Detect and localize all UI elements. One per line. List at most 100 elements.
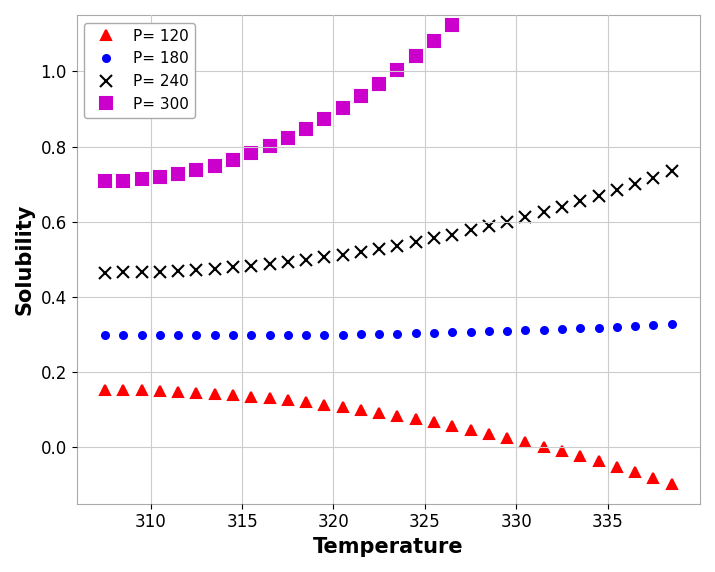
P= 180: [156, 332, 164, 339]
P= 120: [521, 439, 530, 446]
P= 240: [539, 208, 548, 215]
P= 240: [156, 268, 164, 275]
P= 300: [466, 5, 475, 11]
P= 300: [156, 174, 164, 181]
P= 300: [393, 67, 402, 74]
P= 300: [210, 162, 219, 169]
P= 180: [375, 331, 383, 337]
Legend: P= 120, P= 180, P= 240, P= 300: P= 120, P= 180, P= 240, P= 300: [84, 23, 195, 118]
P= 300: [320, 116, 329, 122]
P= 180: [667, 321, 676, 328]
P= 300: [338, 105, 347, 112]
P= 240: [649, 174, 658, 181]
P= 300: [247, 150, 255, 157]
P= 300: [229, 157, 237, 164]
P= 180: [576, 325, 585, 332]
P= 240: [503, 218, 511, 225]
P= 120: [119, 387, 127, 394]
P= 240: [265, 261, 274, 268]
P= 120: [448, 423, 457, 430]
P= 240: [576, 198, 585, 205]
P= 180: [393, 330, 402, 337]
P= 240: [338, 251, 347, 258]
P= 180: [229, 332, 237, 339]
P= 240: [485, 223, 493, 229]
P= 240: [247, 263, 255, 269]
P= 120: [137, 387, 146, 394]
P= 300: [101, 178, 109, 185]
P= 120: [265, 395, 274, 402]
P= 300: [283, 134, 292, 141]
P= 120: [156, 388, 164, 395]
P= 180: [247, 332, 255, 339]
P= 180: [411, 330, 420, 337]
P= 120: [192, 390, 201, 396]
P= 120: [558, 448, 566, 455]
P= 300: [174, 171, 182, 178]
P= 180: [485, 328, 493, 335]
P= 300: [357, 93, 365, 100]
P= 180: [466, 328, 475, 335]
P= 240: [302, 256, 310, 263]
P= 300: [411, 53, 420, 59]
P= 240: [357, 248, 365, 255]
P= 240: [466, 227, 475, 234]
P= 240: [229, 264, 237, 271]
P= 240: [119, 269, 127, 276]
P= 240: [283, 259, 292, 265]
P= 180: [283, 332, 292, 339]
P= 120: [283, 397, 292, 404]
P= 120: [649, 474, 658, 481]
P= 180: [521, 327, 530, 333]
P= 240: [210, 265, 219, 272]
P= 120: [320, 402, 329, 408]
P= 120: [411, 415, 420, 422]
P= 120: [302, 399, 310, 406]
P= 180: [448, 329, 457, 336]
Line: P= 240: P= 240: [99, 165, 678, 279]
P= 180: [137, 332, 146, 339]
P= 120: [375, 409, 383, 416]
P= 240: [631, 181, 639, 188]
P= 300: [448, 22, 457, 29]
P= 300: [192, 167, 201, 174]
P= 240: [594, 192, 603, 199]
P= 240: [393, 242, 402, 249]
P= 300: [119, 177, 127, 184]
P= 300: [302, 125, 310, 132]
P= 180: [192, 332, 201, 339]
P= 120: [174, 388, 182, 395]
Line: P= 300: P= 300: [99, 0, 678, 188]
P= 120: [357, 406, 365, 413]
P= 120: [393, 412, 402, 419]
P= 240: [411, 239, 420, 245]
X-axis label: Temperature: Temperature: [313, 537, 463, 557]
P= 180: [558, 325, 566, 332]
P= 120: [576, 453, 585, 460]
P= 180: [357, 331, 365, 337]
P= 120: [210, 391, 219, 398]
P= 180: [302, 332, 310, 339]
P= 300: [137, 176, 146, 183]
P= 240: [192, 267, 201, 273]
P= 180: [503, 327, 511, 334]
P= 240: [375, 245, 383, 252]
P= 120: [430, 419, 438, 426]
Y-axis label: Solubility: Solubility: [15, 204, 35, 315]
P= 120: [101, 386, 109, 393]
P= 180: [338, 331, 347, 338]
P= 120: [229, 392, 237, 399]
P= 300: [430, 38, 438, 45]
Line: P= 180: P= 180: [102, 321, 675, 339]
P= 120: [503, 434, 511, 441]
P= 120: [247, 394, 255, 400]
P= 180: [594, 324, 603, 331]
P= 180: [265, 332, 274, 339]
P= 180: [613, 324, 621, 331]
P= 180: [174, 332, 182, 339]
P= 180: [320, 331, 329, 338]
P= 240: [174, 267, 182, 274]
P= 240: [430, 235, 438, 242]
P= 120: [485, 430, 493, 437]
P= 300: [265, 143, 274, 150]
